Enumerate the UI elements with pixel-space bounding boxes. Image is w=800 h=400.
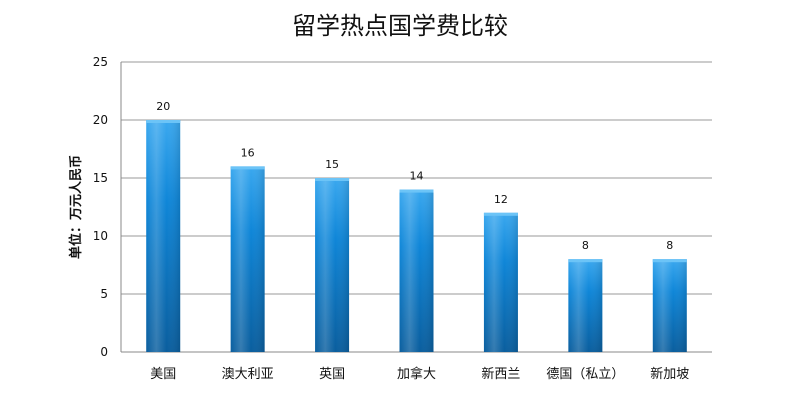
- y-axis-label: 单位：万元人民币: [68, 155, 84, 259]
- y-tick-label: 20: [93, 113, 108, 127]
- data-label: 14: [410, 170, 424, 183]
- y-tick-label: 5: [100, 287, 108, 301]
- bar-top-highlight: [399, 189, 434, 193]
- y-tick-label: 0: [100, 345, 108, 359]
- bar-top-highlight: [146, 120, 181, 123]
- bars: [146, 120, 687, 352]
- bar-shine: [568, 259, 603, 352]
- y-tick-label: 25: [93, 55, 108, 69]
- bar-shine: [399, 189, 434, 352]
- y-tick-labels: 0 5 10 15 20 25: [93, 55, 108, 359]
- x-tick-label: 英国: [319, 367, 345, 382]
- bar-top-highlight: [230, 166, 265, 170]
- x-tick-label: 新加坡: [650, 366, 689, 382]
- bar-top-highlight: [315, 178, 350, 181]
- data-label: 8: [582, 239, 589, 252]
- x-tick-label: 德国（私立）: [546, 367, 624, 382]
- data-label: 15: [325, 158, 339, 171]
- data-labels: 20 16 15 14 12 8 8: [156, 100, 673, 252]
- bar-top-highlight: [568, 259, 603, 263]
- x-tick-label: 美国: [150, 367, 176, 382]
- x-tick-label: 新西兰: [481, 366, 520, 382]
- bar-shine: [146, 120, 181, 352]
- data-label: 20: [156, 100, 170, 113]
- bar-shine: [230, 166, 265, 352]
- bar-top-highlight: [652, 259, 687, 263]
- y-tick-label: 15: [93, 171, 108, 185]
- data-label: 12: [494, 193, 508, 206]
- gridlines: [121, 61, 712, 295]
- x-tick-label: 澳大利亚: [222, 366, 274, 382]
- x-tick-label: 加拿大: [397, 366, 436, 382]
- bar-shine: [483, 212, 518, 352]
- data-label: 8: [666, 239, 673, 252]
- bar-shine: [315, 178, 350, 352]
- data-label: 16: [241, 146, 255, 159]
- x-tick-labels: 美国 澳大利亚 英国 加拿大 新西兰 德国（私立） 新加坡: [150, 366, 689, 382]
- y-tick-label: 10: [93, 229, 108, 243]
- bar-top-highlight: [483, 212, 518, 216]
- bar-shine: [652, 259, 687, 352]
- chart-title: 留学热点国学费比较: [292, 12, 508, 40]
